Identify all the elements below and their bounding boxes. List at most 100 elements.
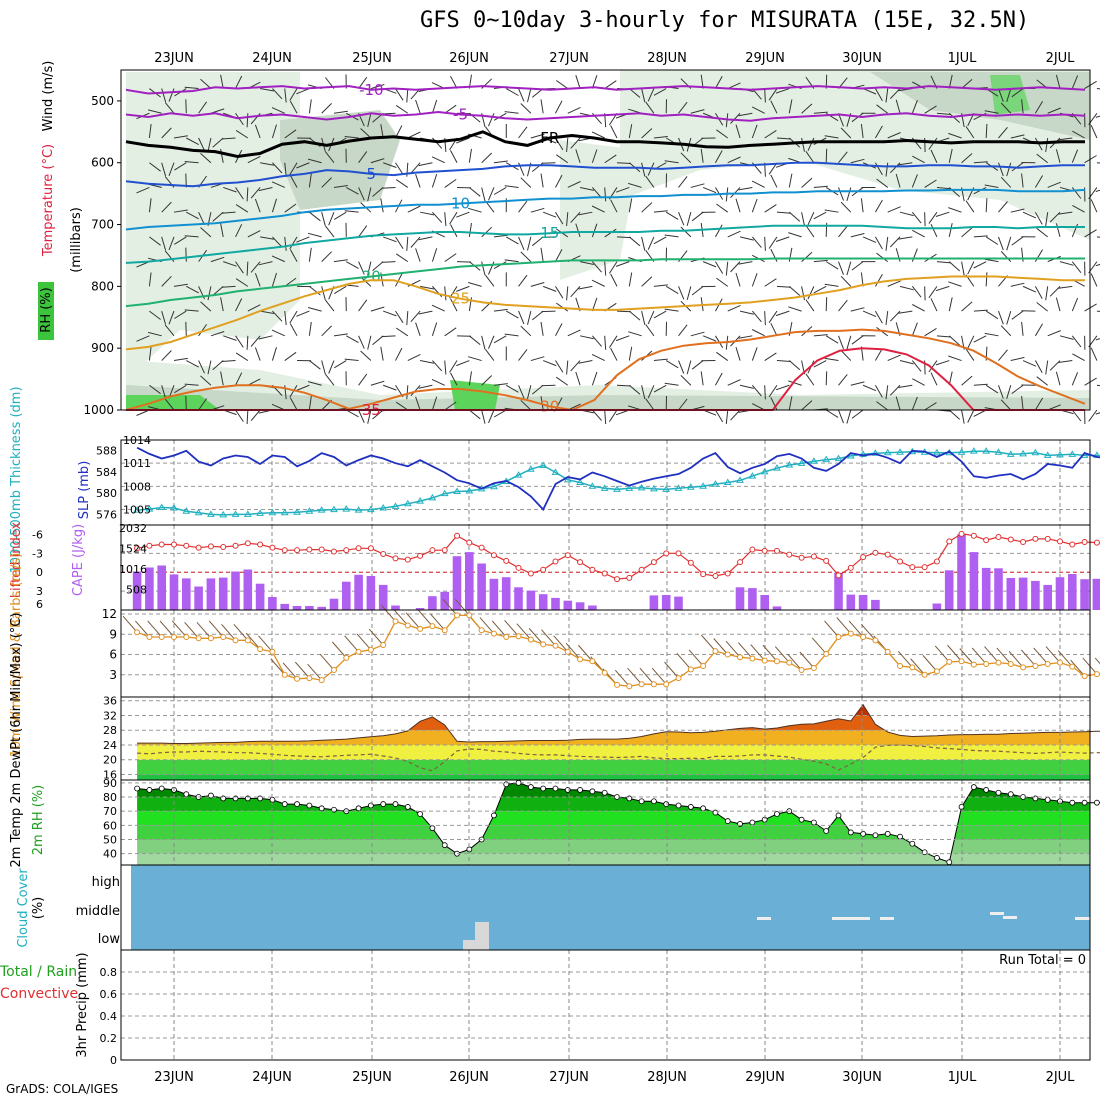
wind-barb	[360, 350, 372, 361]
wind-barb	[325, 299, 335, 312]
wind-barb-10m	[553, 635, 569, 653]
wind-speed-point	[490, 630, 497, 637]
wind-barb	[1036, 153, 1049, 164]
wind-barb	[346, 335, 359, 344]
wind-speed-point	[995, 659, 1002, 666]
wind-barb	[431, 322, 438, 336]
cloud-middle-segment	[1075, 917, 1090, 920]
wind-barb	[161, 201, 172, 213]
thickness-point	[490, 482, 498, 490]
wind-speed-point	[921, 671, 928, 678]
cloud-background	[131, 865, 1090, 950]
wind-barb	[358, 299, 368, 312]
wind-barb	[1095, 412, 1100, 415]
wind-barb	[579, 261, 594, 265]
cape-bar	[526, 590, 536, 610]
thickness-point	[650, 484, 658, 492]
cloud-middle-segment	[1003, 916, 1017, 919]
wind-barb	[998, 162, 1004, 177]
wind-barb	[751, 180, 765, 188]
wind-barb	[948, 148, 953, 163]
wind-barb	[899, 285, 914, 291]
wind-barb	[998, 310, 1004, 325]
wind-barb	[260, 310, 274, 314]
wind-barb	[608, 261, 618, 274]
wind-barb	[813, 185, 828, 188]
lifted-index-point	[589, 566, 596, 573]
wind-speed-point	[712, 648, 719, 655]
wind-barb	[645, 398, 655, 411]
wind-barb	[788, 247, 793, 262]
rh-tick-label: 70	[103, 805, 117, 818]
wind-barb	[628, 198, 633, 213]
temp-band	[137, 730, 1090, 745]
rh-point	[860, 830, 867, 837]
wind-barb	[895, 99, 901, 114]
slp-tick-label: 1014	[123, 434, 151, 447]
wind-barb	[431, 304, 445, 312]
cape-bar	[428, 596, 437, 610]
thickness-point	[674, 484, 683, 491]
y-tick-label: 700	[91, 218, 114, 232]
wind-barb	[1036, 302, 1049, 312]
isotherm-30	[125, 328, 1086, 412]
wind-barb	[367, 187, 372, 202]
wind-barb	[653, 284, 668, 287]
wind-speed-point	[626, 683, 633, 690]
wind-speed-point	[343, 654, 350, 661]
wind-barb	[912, 155, 925, 164]
wind-barb	[1084, 229, 1097, 238]
wind-barb	[911, 396, 918, 411]
wind-barb	[541, 384, 556, 387]
lifted-index-point	[454, 532, 461, 539]
cape-bar	[231, 571, 240, 610]
rh-tick-label: 80	[103, 791, 117, 804]
wind-barb	[212, 137, 224, 148]
cape-bar	[218, 577, 228, 610]
wind-barb	[985, 384, 999, 394]
wind-barb	[716, 203, 729, 213]
wind-speed-point	[257, 646, 264, 653]
wind-barb	[690, 109, 705, 114]
wind-barb	[985, 236, 999, 245]
wind-barb	[307, 307, 322, 312]
rh-point	[847, 829, 854, 836]
wind-barb	[935, 285, 950, 292]
li-tick-label: 3	[36, 585, 43, 598]
rh-point	[552, 785, 559, 792]
wind-barb	[860, 124, 864, 139]
wind-barb	[198, 324, 208, 337]
wind-barb	[680, 375, 692, 386]
lifted-index-point	[380, 550, 387, 557]
wind-barb	[555, 360, 564, 373]
lifted-index-point	[675, 550, 682, 557]
wind-barb	[665, 211, 679, 220]
wind-barb	[1021, 396, 1024, 411]
wind-barb	[309, 211, 321, 222]
wind-barb	[284, 162, 287, 177]
rh-shading	[280, 110, 400, 210]
wind-barb	[481, 409, 486, 424]
lifted-index-point	[1032, 535, 1039, 542]
thickness-point	[330, 505, 338, 513]
cloud-middle-segment	[757, 917, 771, 920]
wind-barb	[200, 301, 212, 312]
thickness-point	[1056, 450, 1064, 458]
wind-barb	[185, 395, 187, 411]
wind-barb	[874, 162, 883, 176]
thickness-tick-label: 584	[96, 466, 117, 479]
wind-barb	[431, 378, 445, 386]
wind-barb	[567, 106, 581, 114]
thickness-point	[1019, 449, 1027, 457]
wind-barb	[898, 384, 913, 388]
wind-barb	[1055, 149, 1061, 163]
wind-barb	[653, 236, 667, 245]
wind-barb	[284, 236, 287, 251]
temp-tick-label: 28	[103, 724, 117, 737]
wind-barb	[628, 272, 633, 287]
wind-barb	[485, 349, 495, 361]
wind-speed-point	[146, 633, 153, 640]
wind-barb	[367, 113, 372, 128]
wind-barb	[449, 211, 458, 225]
wind-barb	[450, 75, 458, 89]
